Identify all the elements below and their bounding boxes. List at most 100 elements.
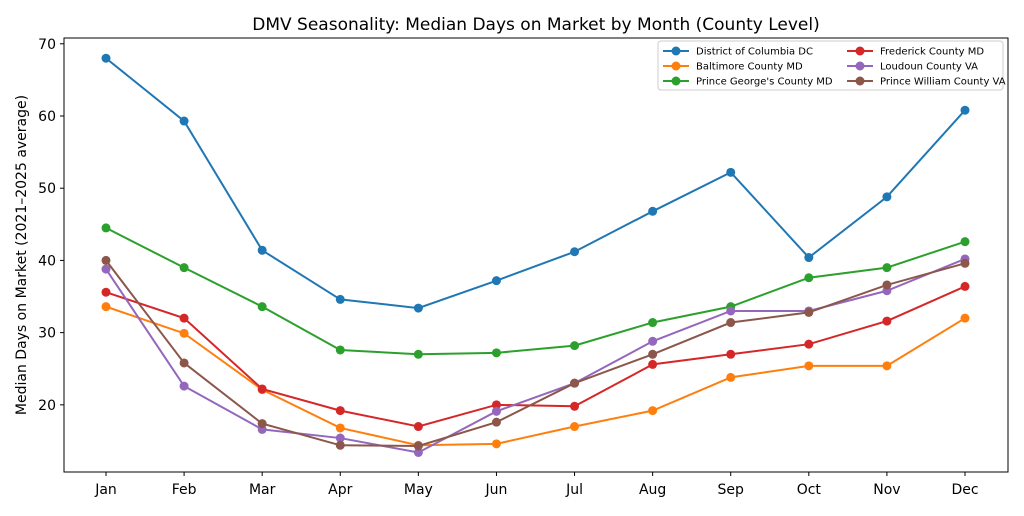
data-point bbox=[413, 349, 423, 359]
x-tick-label: Jan bbox=[94, 482, 117, 498]
data-point bbox=[491, 348, 501, 358]
series-loudoun-county-va bbox=[101, 254, 970, 458]
x-tick-label: Nov bbox=[873, 482, 900, 498]
data-point bbox=[179, 358, 189, 368]
legend-marker bbox=[671, 46, 681, 56]
series-group bbox=[101, 53, 970, 458]
y-tick-label: 40 bbox=[38, 253, 56, 269]
data-point bbox=[491, 400, 501, 410]
series-line bbox=[105, 227, 966, 356]
data-point bbox=[648, 359, 658, 369]
legend-marker bbox=[855, 46, 865, 56]
series-prince-william-county-va bbox=[101, 255, 970, 451]
data-point bbox=[882, 280, 892, 290]
data-point bbox=[179, 328, 189, 338]
series-line bbox=[105, 259, 966, 448]
y-tick-label: 60 bbox=[38, 109, 56, 125]
data-point bbox=[257, 419, 267, 429]
data-point bbox=[726, 349, 736, 359]
x-tick-label: Aug bbox=[639, 482, 666, 498]
data-point bbox=[804, 307, 814, 317]
data-point bbox=[101, 264, 111, 274]
data-point bbox=[257, 384, 267, 394]
data-point bbox=[804, 361, 814, 371]
series-district-of-columbia-dc bbox=[101, 53, 970, 313]
legend: District of Columbia DC Baltimore County … bbox=[657, 40, 1006, 91]
axes: Jan Feb Mar Apr May Jun Jul Aug Sep Oct Nov Dec 20 30… bbox=[38, 37, 1009, 498]
chart-title: DMV Seasonality: Median Days on Market b… bbox=[252, 15, 820, 35]
x-tick-label: Dec bbox=[951, 482, 978, 498]
data-point bbox=[101, 302, 111, 312]
series-line bbox=[105, 285, 966, 428]
legend-marker bbox=[671, 76, 681, 86]
data-point bbox=[648, 206, 658, 216]
data-point bbox=[491, 406, 501, 416]
data-point bbox=[179, 313, 189, 323]
x-tick-label: Jul bbox=[565, 482, 583, 498]
data-point bbox=[726, 306, 736, 316]
data-point bbox=[257, 302, 267, 312]
data-point bbox=[335, 406, 345, 416]
legend-label: District of Columbia DC bbox=[696, 47, 813, 58]
series-baltimore-county-md bbox=[101, 302, 970, 450]
data-point bbox=[179, 263, 189, 273]
data-point bbox=[413, 441, 423, 451]
data-point bbox=[413, 303, 423, 313]
data-point bbox=[491, 417, 501, 427]
y-axis-label: Median Days on Market (2021–2025 average… bbox=[14, 95, 30, 415]
data-point bbox=[413, 422, 423, 432]
legend-label: Prince George's County MD bbox=[696, 77, 833, 88]
legend-marker bbox=[855, 61, 865, 71]
data-point bbox=[101, 287, 111, 297]
series-line bbox=[105, 258, 966, 454]
x-tick-label: Jun bbox=[485, 482, 508, 498]
data-point bbox=[648, 336, 658, 346]
series-prince-george-s-county-md bbox=[101, 223, 970, 359]
data-point bbox=[570, 341, 580, 351]
data-point bbox=[179, 116, 189, 126]
plot-frame bbox=[63, 37, 1009, 473]
y-tick-label: 50 bbox=[38, 181, 56, 197]
data-point bbox=[960, 281, 970, 291]
data-point bbox=[570, 422, 580, 432]
data-point bbox=[804, 253, 814, 263]
data-point bbox=[570, 401, 580, 411]
data-point bbox=[335, 423, 345, 433]
x-tick-label: Mar bbox=[249, 482, 276, 498]
data-point bbox=[960, 105, 970, 115]
data-point bbox=[335, 440, 345, 450]
series-line bbox=[105, 57, 966, 310]
data-point bbox=[882, 263, 892, 273]
data-point bbox=[882, 192, 892, 202]
data-point bbox=[179, 381, 189, 391]
y-tick-label: 70 bbox=[38, 37, 56, 53]
data-point bbox=[570, 247, 580, 257]
data-point bbox=[726, 167, 736, 177]
x-tick-label: Oct bbox=[797, 482, 822, 498]
y-tick-label: 20 bbox=[38, 398, 56, 414]
x-tick-label: Feb bbox=[172, 482, 197, 498]
legend-marker bbox=[671, 61, 681, 71]
x-tick-label: May bbox=[404, 482, 433, 498]
legend-label: Prince William County VA bbox=[880, 77, 1006, 88]
legend-label: Frederick County MD bbox=[880, 47, 984, 58]
data-point bbox=[960, 237, 970, 247]
data-point bbox=[882, 316, 892, 326]
data-point bbox=[804, 273, 814, 283]
data-point bbox=[335, 345, 345, 355]
data-point bbox=[882, 361, 892, 371]
data-point bbox=[101, 53, 111, 63]
data-point bbox=[491, 276, 501, 286]
data-point bbox=[570, 378, 580, 388]
x-tick-label: Sep bbox=[718, 482, 745, 498]
data-point bbox=[648, 406, 658, 416]
series-line bbox=[105, 305, 966, 447]
y-tick-label: 30 bbox=[38, 326, 56, 342]
data-point bbox=[726, 318, 736, 328]
series-frederick-county-md bbox=[101, 281, 970, 432]
data-point bbox=[335, 433, 345, 443]
data-point bbox=[257, 245, 267, 255]
data-point bbox=[726, 372, 736, 382]
data-point bbox=[491, 439, 501, 449]
